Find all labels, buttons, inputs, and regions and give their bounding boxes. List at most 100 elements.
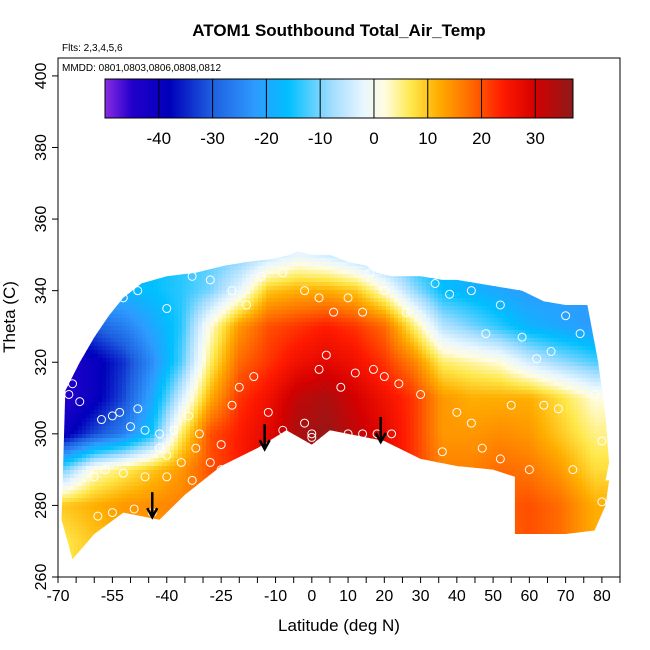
field-cell <box>438 354 443 359</box>
field-cell <box>434 342 439 347</box>
field-cell <box>418 342 423 347</box>
field-cell <box>466 314 471 319</box>
field-cell <box>574 338 579 343</box>
field-cell <box>118 366 123 371</box>
field-cell <box>382 362 387 367</box>
field-cell <box>378 366 383 371</box>
field-cell <box>326 350 331 355</box>
field-cell <box>326 338 331 343</box>
field-cell <box>478 350 483 355</box>
field-cell <box>194 306 199 311</box>
field-cell <box>154 374 159 379</box>
field-cell <box>178 374 183 379</box>
field-cell <box>238 314 243 319</box>
field-cell <box>362 378 367 383</box>
field-cell <box>194 346 199 351</box>
field-cell <box>222 310 227 315</box>
field-cell <box>134 326 139 331</box>
field-cell <box>550 302 555 307</box>
field-cell <box>390 374 395 379</box>
field-cell <box>290 282 295 287</box>
field-cell <box>426 334 431 339</box>
field-cell <box>546 354 551 359</box>
field-cell <box>146 294 151 299</box>
field-cell <box>162 302 167 307</box>
field-cell <box>210 322 215 327</box>
field-cell <box>470 346 475 351</box>
field-cell <box>198 326 203 331</box>
field-cell <box>230 266 235 271</box>
field-cell <box>142 302 147 307</box>
field-cell <box>202 338 207 343</box>
field-cell <box>374 374 379 379</box>
field-cell <box>326 374 331 379</box>
field-cell <box>230 282 235 287</box>
field-cell <box>442 346 447 351</box>
field-cell <box>78 374 83 379</box>
field-cell <box>346 342 351 347</box>
field-cell <box>238 302 243 307</box>
field-cell <box>438 310 443 315</box>
field-cell <box>394 338 399 343</box>
field-cell <box>422 294 427 299</box>
field-cell <box>290 370 295 375</box>
field-cell <box>446 290 451 295</box>
field-cell <box>346 366 351 371</box>
field-cell <box>482 330 487 335</box>
field-cell <box>350 278 355 283</box>
field-cell <box>454 354 459 359</box>
field-cell <box>510 322 515 327</box>
field-cell <box>282 370 287 375</box>
field-cell <box>570 322 575 327</box>
field-cell <box>510 290 515 295</box>
field-cell <box>462 326 467 331</box>
field-cell <box>242 354 247 359</box>
field-cell <box>386 278 391 283</box>
field-cell <box>354 294 359 299</box>
field-cell <box>506 370 511 375</box>
field-cell <box>522 310 527 315</box>
field-cell <box>326 354 331 359</box>
field-cell <box>434 318 439 323</box>
field-cell <box>126 342 131 347</box>
field-cell <box>106 362 111 367</box>
field-cell <box>378 330 383 335</box>
field-cell <box>138 378 143 383</box>
field-cell <box>498 358 503 363</box>
field-cell <box>450 310 455 315</box>
field-cell <box>338 314 343 319</box>
field-cell <box>454 282 459 287</box>
field-cell <box>530 302 535 307</box>
field-cell <box>454 310 459 315</box>
field-cell <box>446 330 451 335</box>
field-cell <box>234 354 239 359</box>
field-cell <box>138 362 143 367</box>
field-cell <box>526 342 531 347</box>
field-cell <box>278 338 283 343</box>
field-cell <box>350 330 355 335</box>
field-cell <box>182 314 187 319</box>
field-cell <box>430 358 435 363</box>
field-cell <box>214 330 219 335</box>
field-cell <box>246 278 251 283</box>
field-cell <box>478 370 483 375</box>
field-cell <box>362 270 367 275</box>
field-cell <box>106 318 111 323</box>
field-cell <box>342 350 347 355</box>
field-cell <box>186 342 191 347</box>
field-cell <box>106 342 111 347</box>
field-cell <box>278 370 283 375</box>
field-cell <box>338 330 343 335</box>
field-cell <box>206 294 211 299</box>
field-cell <box>558 362 563 367</box>
field-cell <box>550 318 555 323</box>
field-cell <box>390 358 395 363</box>
field-cell <box>294 358 299 363</box>
field-cell <box>250 362 255 367</box>
field-cell <box>106 358 111 363</box>
field-cell <box>410 362 415 367</box>
field-cell <box>130 330 135 335</box>
field-cell <box>470 290 475 295</box>
field-cell <box>326 290 331 295</box>
field-cell <box>274 274 279 279</box>
